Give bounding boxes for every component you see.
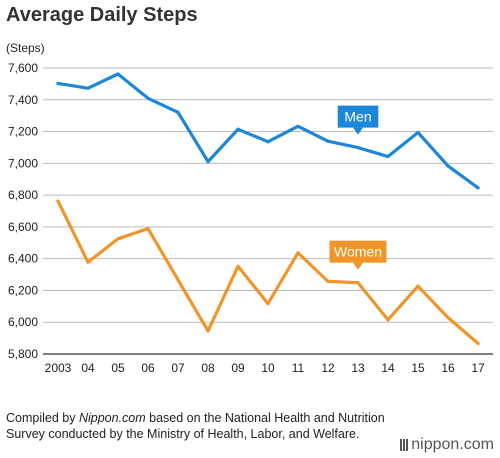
source-note-prefix: Compiled by <box>6 411 79 425</box>
x-tick-label: 12 <box>321 361 335 375</box>
gridlines <box>43 67 493 323</box>
axes: 5,800 6,000 6,200 6,400 6,600 6,800 7,000 7,200… <box>8 61 493 375</box>
data-point-women <box>296 251 300 255</box>
series-labels: Men Women <box>329 105 387 270</box>
data-point-women <box>266 302 270 306</box>
x-tick-label: 16 <box>441 361 455 375</box>
data-point-men <box>236 127 240 131</box>
y-tick-label: 7,000 <box>8 156 38 170</box>
x-tick-label: 04 <box>81 361 95 375</box>
data-point-men <box>266 140 270 144</box>
series-label-pointer-women <box>353 262 363 270</box>
y-tick-label: 5,800 <box>8 347 38 361</box>
x-tick-label: 15 <box>411 361 425 375</box>
data-point-men <box>176 110 180 114</box>
y-tick-label: 7,600 <box>8 61 38 75</box>
data-point-men <box>146 96 150 100</box>
x-tick-label: 08 <box>201 361 215 375</box>
y-axis-label: (Steps) <box>6 41 45 55</box>
data-point-women <box>326 279 330 283</box>
x-tick-label: 07 <box>171 361 185 375</box>
data-point-women <box>446 316 450 320</box>
data-point-men <box>86 86 90 90</box>
x-tick-label: 10 <box>261 361 275 375</box>
chart-title: Average Daily Steps <box>6 4 198 26</box>
series-line-men <box>56 72 480 190</box>
x-tick-label: 13 <box>351 361 365 375</box>
logo-text: nippon.com <box>411 436 494 453</box>
source-note: Compiled by Nippon.com based on the Nati… <box>6 410 386 442</box>
series-label-pointer-men <box>353 127 363 135</box>
data-point-women <box>116 237 120 241</box>
series-label-box-men <box>337 105 379 128</box>
source-note-source: Nippon.com <box>78 411 146 425</box>
data-point-women <box>236 264 240 268</box>
data-point-men <box>416 130 420 135</box>
x-tick-label: 05 <box>111 361 125 375</box>
y-tick-label: 6,800 <box>8 188 38 202</box>
y-tick-label: 6,400 <box>8 252 38 266</box>
logo-mark-icon <box>400 439 409 451</box>
x-tick-label: 09 <box>231 361 245 375</box>
data-point-men <box>326 139 330 143</box>
data-point-women <box>356 281 360 285</box>
data-point-men <box>56 81 60 86</box>
x-tick-label: 06 <box>141 361 155 375</box>
series-label-women: Women <box>334 244 382 260</box>
series-lines <box>56 72 480 345</box>
data-point-men <box>296 124 300 128</box>
data-point-men <box>446 164 450 168</box>
x-tick-label: 2003 <box>45 361 72 375</box>
data-point-women <box>206 329 210 333</box>
x-tick-label: 14 <box>381 361 395 375</box>
data-point-women <box>146 227 150 231</box>
series-label-box-women <box>329 240 387 263</box>
y-tick-label: 6,000 <box>8 315 38 329</box>
data-point-men <box>386 154 390 159</box>
y-tick-label: 7,200 <box>8 125 38 139</box>
source-note-suffix: based on the National Health and Nutriti… <box>6 411 385 441</box>
data-point-women <box>386 318 390 322</box>
series-label-men: Men <box>344 109 371 125</box>
data-point-women <box>176 278 180 282</box>
y-tick-label: 7,400 <box>8 93 38 107</box>
data-point-women <box>416 284 420 288</box>
line-chart: 5,800 6,000 6,200 6,400 6,600 6,800 7,000 7,200… <box>6 41 493 375</box>
data-point-women <box>86 260 90 264</box>
data-point-women <box>56 199 60 203</box>
x-tick-label: 11 <box>292 361 305 375</box>
data-point-women <box>476 341 480 345</box>
data-point-men <box>116 72 120 76</box>
y-tick-label: 6,600 <box>8 220 38 234</box>
publisher-logo: nippon.com <box>400 436 494 454</box>
data-point-men <box>356 146 360 150</box>
data-point-men <box>476 186 480 190</box>
y-tick-label: 6,200 <box>8 283 38 297</box>
x-tick-label: 17 <box>471 361 485 375</box>
data-point-men <box>206 159 210 164</box>
